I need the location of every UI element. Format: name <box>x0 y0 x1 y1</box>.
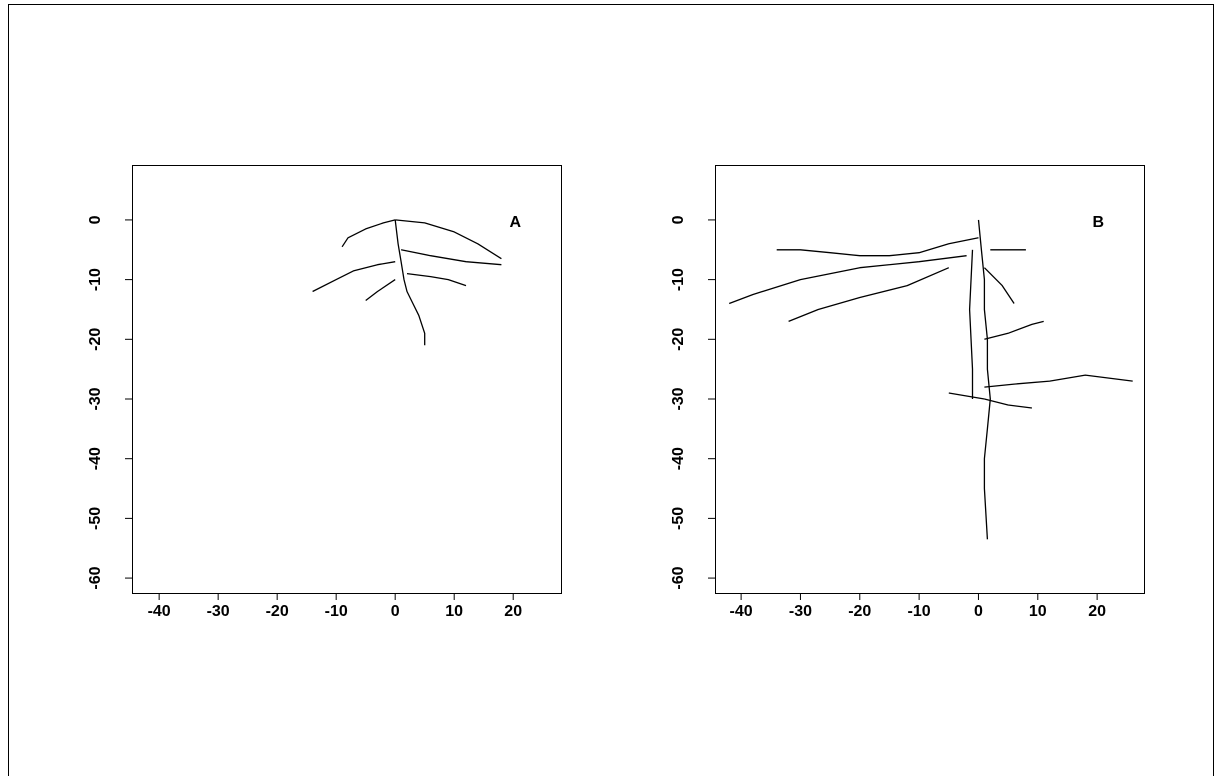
x-tick-label: 20 <box>1088 603 1106 620</box>
y-tick-label: -10 <box>670 268 687 291</box>
y-tick-label: -20 <box>87 328 104 351</box>
y-tick-label: -30 <box>87 387 104 410</box>
y-tick-label: -20 <box>670 328 687 351</box>
y-tick-label: -60 <box>670 566 687 589</box>
root-line <box>984 320 1044 340</box>
root-line <box>341 219 396 248</box>
root-line <box>312 261 396 293</box>
plot-frame <box>715 165 1145 594</box>
x-tick-label: -40 <box>148 603 171 620</box>
x-tick-label: -30 <box>789 603 812 620</box>
x-tick-label: 10 <box>445 603 463 620</box>
root-line <box>968 249 974 399</box>
root-line <box>394 219 426 346</box>
figure-frame <box>8 4 1214 776</box>
root-line <box>365 279 396 302</box>
root-line <box>977 219 991 540</box>
y-tick-label: -50 <box>87 507 104 530</box>
x-tick-label: -20 <box>266 603 289 620</box>
root-line <box>948 392 985 400</box>
root-line <box>406 272 467 287</box>
plot-frame <box>132 165 562 594</box>
root-line <box>395 219 502 260</box>
panel-label: B <box>1092 214 1104 231</box>
y-tick-label: -40 <box>670 447 687 470</box>
panel-label: A <box>509 214 521 231</box>
x-tick-label: 10 <box>1029 603 1047 620</box>
y-tick-label: -40 <box>87 447 104 470</box>
root-line <box>788 267 950 323</box>
root-line <box>984 374 1133 388</box>
x-tick-label: -10 <box>325 603 348 620</box>
root-line <box>728 255 967 305</box>
y-tick-label: 0 <box>87 215 104 224</box>
y-tick-label: -50 <box>670 507 687 530</box>
x-tick-label: -30 <box>207 603 230 620</box>
x-tick-label: -40 <box>730 603 753 620</box>
y-tick-label: -60 <box>87 566 104 589</box>
x-tick-label: 0 <box>974 603 983 620</box>
x-tick-label: 20 <box>504 603 522 620</box>
x-tick-label: -10 <box>908 603 931 620</box>
y-tick-label: 0 <box>670 215 687 224</box>
root-line <box>983 267 1015 304</box>
x-tick-label: -20 <box>848 603 871 620</box>
y-tick-label: -10 <box>87 268 104 291</box>
root-line <box>984 398 1032 409</box>
y-tick-label: -30 <box>670 387 687 410</box>
root-line <box>400 249 502 266</box>
x-tick-label: 0 <box>391 603 400 620</box>
root-line <box>776 237 979 257</box>
